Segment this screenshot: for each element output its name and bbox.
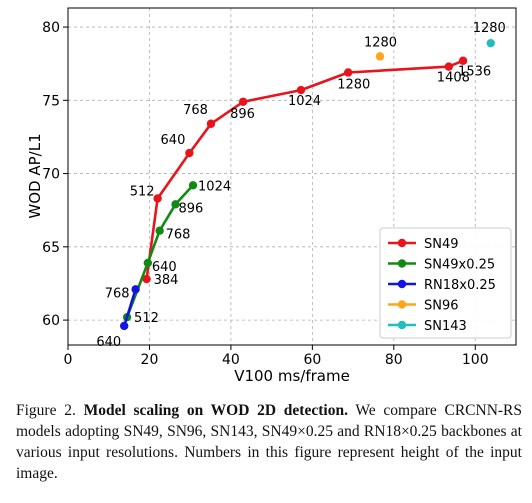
legend-label: SN49x0.25 bbox=[424, 258, 495, 273]
point-label: 512 bbox=[130, 184, 155, 199]
legend-label: SN143 bbox=[424, 319, 467, 334]
x-tick-label: 40 bbox=[222, 352, 240, 368]
data-point bbox=[155, 226, 164, 235]
data-point bbox=[206, 119, 216, 128]
axis-ticks: 0 20 40 60 80 100 60 65 70 75 80 bbox=[42, 20, 488, 368]
legend-item: SN143 bbox=[388, 319, 467, 334]
x-tick-label: 100 bbox=[462, 352, 489, 368]
data-point bbox=[296, 85, 306, 95]
legend-item: SN49x0.25 bbox=[388, 258, 495, 273]
legend-label: SN49 bbox=[424, 237, 459, 252]
y-tick-label: 65 bbox=[42, 240, 60, 256]
point-label: 768 bbox=[105, 286, 130, 301]
legend-item: SN96 bbox=[388, 299, 459, 314]
point-label: 1280 bbox=[337, 77, 370, 92]
point-label: 896 bbox=[230, 107, 255, 122]
series-rn18x0-25 bbox=[120, 285, 140, 331]
caption-text: We compare CRCNN-RS models adopting SN49… bbox=[16, 402, 523, 482]
data-point bbox=[142, 274, 151, 284]
point-label: 1024 bbox=[198, 179, 231, 194]
y-tick-label: 60 bbox=[42, 313, 60, 329]
point-label: 1024 bbox=[288, 94, 321, 109]
legend-swatch-marker bbox=[397, 259, 407, 268]
caption-title: Model scaling on WOD 2D detection. bbox=[83, 402, 348, 419]
data-point bbox=[238, 97, 248, 106]
legend-swatch-marker bbox=[397, 320, 407, 330]
point-label: 640 bbox=[152, 260, 177, 275]
legend-label: RN18x0.25 bbox=[424, 278, 496, 293]
x-tick-label: 80 bbox=[385, 352, 403, 368]
point-label: 1280 bbox=[473, 21, 506, 36]
y-axis-label: WOD AP/L1 bbox=[26, 133, 44, 218]
x-tick-label: 60 bbox=[303, 352, 321, 368]
data-point bbox=[131, 285, 140, 294]
y-tick-label: 70 bbox=[42, 167, 60, 183]
data-point bbox=[120, 321, 129, 331]
data-point bbox=[444, 62, 453, 71]
legend-item: RN18x0.25 bbox=[388, 278, 496, 293]
legend-swatch-marker bbox=[397, 279, 407, 289]
point-label: 1408 bbox=[437, 71, 470, 86]
series-sn49x0-25 bbox=[122, 181, 198, 322]
point-label: 640 bbox=[161, 133, 186, 148]
series-sn49 bbox=[142, 56, 468, 284]
point-label: 640 bbox=[96, 335, 121, 350]
legend-swatch-marker bbox=[397, 238, 407, 248]
x-tick-label: 0 bbox=[64, 352, 73, 368]
data-point bbox=[143, 258, 153, 268]
point-label: 1280 bbox=[364, 35, 397, 50]
y-tick-label: 75 bbox=[42, 93, 60, 109]
scaling-chart: 0 20 40 60 80 100 60 65 70 75 80 384 512 640 768 896 10… bbox=[26, 7, 517, 385]
point-label: 896 bbox=[179, 201, 204, 216]
legend-item: SN49 bbox=[388, 237, 459, 252]
legend-swatch-marker bbox=[397, 300, 407, 309]
series-line bbox=[122, 288, 137, 327]
legend-label: SN96 bbox=[424, 299, 459, 314]
series-sn143 bbox=[486, 38, 495, 48]
data-point bbox=[188, 181, 198, 190]
x-tick-label: 20 bbox=[141, 352, 159, 368]
legend-box bbox=[379, 227, 512, 339]
figure-caption: Figure 2. Model scaling on WOD 2D detect… bbox=[16, 400, 522, 484]
caption-figure-label: Figure 2. bbox=[16, 402, 76, 419]
data-point bbox=[185, 148, 194, 158]
legend: SN49 SN49x0.25 RN18x0.25 SN96 SN143 bbox=[379, 227, 512, 339]
data-point bbox=[153, 194, 162, 203]
point-label: 1536 bbox=[458, 65, 491, 80]
data-point bbox=[375, 52, 385, 61]
point-label: 512 bbox=[134, 311, 159, 326]
data-point bbox=[486, 38, 495, 48]
x-axis-label: V100 ms/frame bbox=[234, 367, 350, 385]
series-layer bbox=[120, 38, 495, 331]
point-label: 384 bbox=[154, 273, 179, 288]
plot-frame bbox=[67, 7, 517, 346]
data-point bbox=[458, 56, 468, 65]
series-sn96 bbox=[375, 52, 385, 61]
point-label: 768 bbox=[183, 103, 208, 118]
data-point bbox=[171, 200, 180, 209]
y-tick-label: 80 bbox=[42, 20, 60, 36]
data-point bbox=[344, 68, 353, 77]
point-label: 768 bbox=[166, 228, 191, 243]
